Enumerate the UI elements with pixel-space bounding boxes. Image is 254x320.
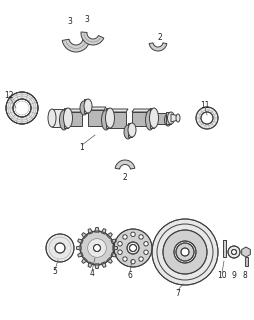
Polygon shape (106, 108, 110, 128)
Polygon shape (68, 112, 82, 126)
Polygon shape (132, 112, 148, 126)
Ellipse shape (150, 108, 158, 128)
Polygon shape (78, 239, 83, 244)
Polygon shape (128, 123, 132, 137)
Polygon shape (62, 39, 90, 52)
Ellipse shape (167, 112, 174, 124)
Ellipse shape (59, 110, 69, 130)
Ellipse shape (80, 101, 88, 115)
Text: 5: 5 (53, 268, 57, 276)
Polygon shape (115, 160, 135, 169)
Polygon shape (111, 252, 116, 257)
Polygon shape (82, 233, 87, 238)
Polygon shape (113, 246, 117, 250)
Ellipse shape (124, 125, 132, 139)
Text: 10: 10 (217, 271, 227, 281)
Ellipse shape (176, 114, 180, 122)
Polygon shape (110, 112, 126, 128)
Polygon shape (95, 264, 99, 268)
Circle shape (46, 234, 74, 262)
Text: 8: 8 (243, 271, 247, 281)
Polygon shape (88, 110, 104, 126)
Text: 11: 11 (200, 100, 210, 109)
Circle shape (13, 99, 31, 117)
Circle shape (139, 235, 143, 239)
Ellipse shape (128, 123, 136, 137)
Polygon shape (95, 228, 99, 232)
Polygon shape (78, 252, 83, 257)
Polygon shape (81, 32, 104, 45)
Text: 1: 1 (80, 143, 84, 153)
Ellipse shape (84, 99, 92, 113)
Polygon shape (68, 109, 84, 112)
Ellipse shape (102, 110, 110, 130)
Circle shape (201, 112, 213, 124)
Polygon shape (88, 262, 93, 268)
Circle shape (228, 246, 240, 258)
Polygon shape (107, 258, 112, 263)
Text: 4: 4 (90, 269, 94, 278)
Text: 2: 2 (158, 34, 162, 43)
Ellipse shape (105, 108, 115, 128)
Circle shape (176, 243, 194, 261)
Circle shape (163, 230, 207, 274)
Polygon shape (101, 228, 106, 234)
Polygon shape (107, 233, 112, 238)
Ellipse shape (146, 110, 154, 130)
Circle shape (174, 241, 196, 263)
Circle shape (196, 107, 218, 129)
Text: 3: 3 (85, 15, 89, 25)
Text: 12: 12 (4, 92, 14, 100)
Text: 7: 7 (176, 290, 180, 299)
Polygon shape (111, 239, 116, 244)
Polygon shape (101, 262, 106, 268)
Circle shape (80, 231, 114, 265)
Polygon shape (88, 228, 93, 234)
Polygon shape (84, 99, 88, 113)
Circle shape (181, 248, 189, 256)
Circle shape (123, 257, 127, 261)
Circle shape (231, 250, 236, 254)
Text: 6: 6 (128, 270, 132, 279)
Circle shape (152, 219, 218, 285)
Circle shape (130, 244, 136, 252)
Circle shape (144, 242, 148, 246)
Ellipse shape (165, 114, 171, 126)
Circle shape (118, 250, 122, 254)
Text: 2: 2 (123, 173, 127, 182)
Polygon shape (110, 109, 128, 112)
Polygon shape (223, 240, 226, 257)
Circle shape (118, 242, 122, 246)
Polygon shape (154, 113, 166, 124)
Circle shape (139, 257, 143, 261)
Circle shape (55, 243, 65, 253)
Polygon shape (171, 114, 178, 122)
Polygon shape (52, 109, 63, 127)
Polygon shape (76, 246, 81, 250)
Text: 3: 3 (68, 18, 72, 27)
Circle shape (131, 260, 135, 264)
Ellipse shape (64, 108, 72, 128)
Polygon shape (88, 107, 106, 110)
Polygon shape (242, 247, 250, 257)
Polygon shape (132, 109, 150, 112)
Circle shape (144, 250, 148, 254)
Polygon shape (82, 258, 87, 263)
Text: 9: 9 (232, 270, 236, 279)
Circle shape (88, 239, 106, 257)
Circle shape (114, 229, 152, 267)
Polygon shape (150, 108, 154, 128)
Circle shape (6, 92, 38, 124)
Circle shape (127, 242, 139, 254)
Ellipse shape (48, 109, 56, 127)
Polygon shape (64, 108, 68, 128)
Polygon shape (166, 112, 171, 124)
Polygon shape (245, 257, 247, 266)
Circle shape (93, 244, 101, 252)
Circle shape (123, 235, 127, 239)
Circle shape (131, 232, 135, 236)
Polygon shape (149, 43, 167, 51)
